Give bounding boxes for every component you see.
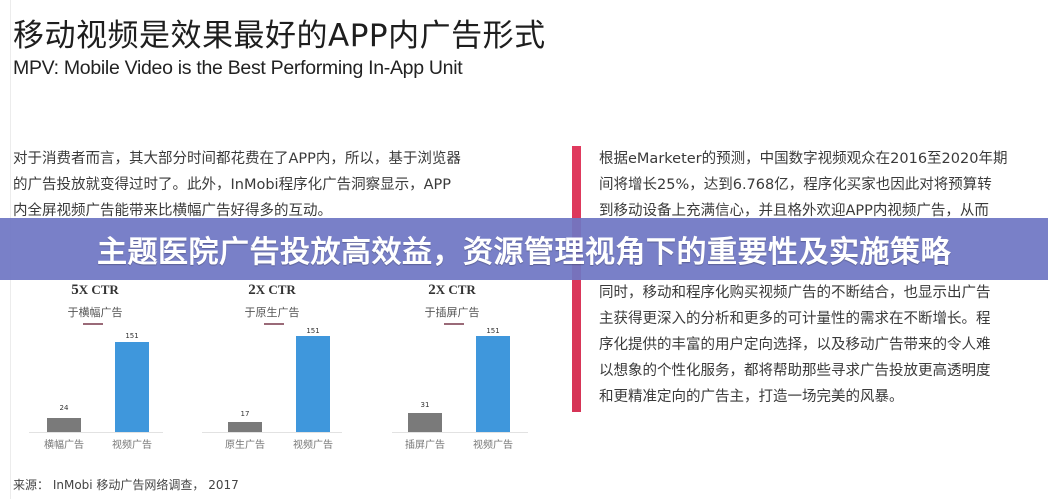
paragraph-line: 对于消费者而言，其大部分时间都花费在了APP内，所以，基于浏览器 <box>13 151 461 167</box>
chart-headline: 2X CTR <box>248 282 296 298</box>
left-paragraph: 对于消费者而言，其大部分时间都花费在了APP内，所以，基于浏览器 的广告投放就变… <box>13 146 461 224</box>
chart-interstitial-comparison: 2X CTR 于插屏广告 31 151 插屏广告 视频广告 <box>372 280 532 451</box>
bar-interstitial <box>408 413 442 432</box>
bar-value: 17 <box>240 410 250 418</box>
chart-headline: 5X CTR <box>71 282 119 298</box>
paragraph-line: 内全屏视频广告能带来比横幅广告好得多的互动。 <box>13 203 332 219</box>
bar-label: 视频广告 <box>473 440 513 451</box>
paragraph-line: 根据eMarketer的预测，中国数字视频观众在2016至2020年期 <box>599 151 1008 167</box>
bar-label: 视频广告 <box>112 440 152 451</box>
bar-value: 151 <box>306 327 320 335</box>
bar-native <box>228 422 262 432</box>
paragraph-line: 以想象的个性化服务，都将帮助那些寻求广告投放更高透明度 <box>599 363 991 379</box>
paragraph-line: 的广告投放就变得过时了。此外，InMobi程序化广告洞察显示，APP <box>13 177 451 193</box>
chart-subtitle: 于原生广告 <box>244 306 300 319</box>
bar-label: 横幅广告 <box>44 440 84 451</box>
paragraph-line: 间将增长25%，达到6.768亿，程序化买家也因此对将预算转 <box>599 177 992 193</box>
chart-underline <box>264 323 284 325</box>
paragraph-line: 到移动设备上充满信心，并且格外欢迎APP内视频广告，从而 <box>599 203 989 219</box>
chart-banner-comparison: 5X CTR 于横幅广告 24 151 横幅广告 视频广告 <box>15 280 175 451</box>
chart-native-comparison: 2X CTR 于原生广告 17 151 原生广告 视频广告 <box>192 280 352 451</box>
bar-value: 24 <box>59 404 69 412</box>
bar-label: 插屏广告 <box>405 440 445 451</box>
paragraph-line: 主获得更深入的分析和更多的可计量性的需求在不断增长。程 <box>599 311 991 327</box>
paragraph-line: 和更精准定向的广告主，打造一场完美的风暴。 <box>599 389 904 405</box>
page-title-english: MPV: Mobile Video is the Best Performing… <box>13 57 463 79</box>
source-citation: 来源： InMobi 移动广告网络调查， 2017 <box>13 478 239 492</box>
chart-underline <box>444 323 464 325</box>
paragraph-line: 同时，移动和程序化购买视频广告的不断结合，也显示出广告 <box>599 285 991 301</box>
overlay-headline: 主题医院广告投放高效益，资源管理视角下的重要性及实施策略 <box>97 235 951 270</box>
chart-underline <box>83 323 103 325</box>
bar-label: 视频广告 <box>293 440 333 451</box>
chart-baseline <box>392 432 528 433</box>
paragraph-line: 序化提供的丰富的用户定向选择，以及移动广告带来的令人难 <box>599 337 991 353</box>
bar-value: 151 <box>486 327 500 335</box>
page-title-chinese: 移动视频是效果最好的APP内广告形式 <box>13 18 546 54</box>
chart-baseline <box>202 432 342 433</box>
chart-subtitle: 于插屏广告 <box>424 306 480 319</box>
bar-banner <box>47 418 81 432</box>
bar-video <box>115 342 149 432</box>
bar-video <box>296 336 330 432</box>
bar-value: 31 <box>420 401 430 409</box>
bar-label: 原生广告 <box>225 440 265 451</box>
headline-overlay-band: 主题医院广告投放高效益，资源管理视角下的重要性及实施策略 <box>0 218 1048 280</box>
bar-value: 151 <box>125 332 139 340</box>
right-paragraph-bottom: 同时，移动和程序化购买视频广告的不断结合，也显示出广告 主获得更深入的分析和更多… <box>599 280 991 410</box>
chart-baseline <box>29 432 163 433</box>
chart-headline: 2X CTR <box>428 282 476 298</box>
right-paragraph-top: 根据eMarketer的预测，中国数字视频观众在2016至2020年期 间将增长… <box>599 146 1007 224</box>
chart-subtitle: 于横幅广告 <box>67 306 123 319</box>
bar-video <box>476 336 510 432</box>
